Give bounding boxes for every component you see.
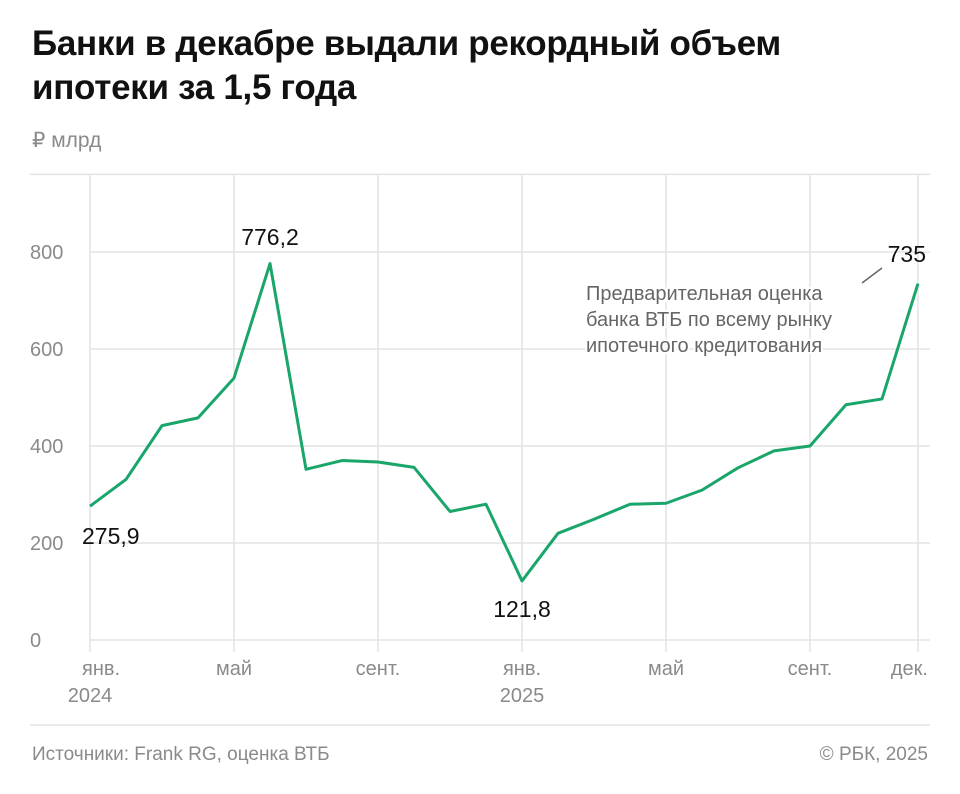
chart-title: Банки в декабре выдали рекордный объем и… [32,24,781,107]
annotation-text: банка ВТБ по всему рынку [586,309,832,331]
annotation-text: ипотечного кредитования [586,335,822,357]
series-line [89,262,920,583]
x-tick-label: дек. [891,658,928,680]
data-label: 275,9 [82,523,140,549]
x-tick-label: янв. [503,658,541,680]
x-tick-year: 2025 [500,685,545,707]
annotation-text: Предварительная оценка [586,283,823,305]
y-tick-label: 0 [30,630,41,652]
data-label: 776,2 [241,224,299,250]
data-label: 735 [888,241,926,267]
y-tick-label: 200 [30,533,63,555]
y-tick-label: 600 [30,339,63,361]
x-tick-year: 2024 [68,685,113,707]
y-tick-label: 400 [30,436,63,458]
x-tick-label: янв. [82,658,120,680]
copyright: © РБК, 2025 [819,744,928,765]
annotation-leader [861,267,883,284]
unit-label: ₽ млрд [32,129,102,152]
x-tick-label: май [648,658,684,680]
x-tick-label: май [216,658,252,680]
x-tick-label: сент. [356,658,401,680]
data-label: 121,8 [493,596,551,622]
x-tick-label: сент. [788,658,833,680]
source-note: Источники: Frank RG, оценка ВТБ [32,744,330,765]
y-tick-label: 800 [30,242,63,264]
